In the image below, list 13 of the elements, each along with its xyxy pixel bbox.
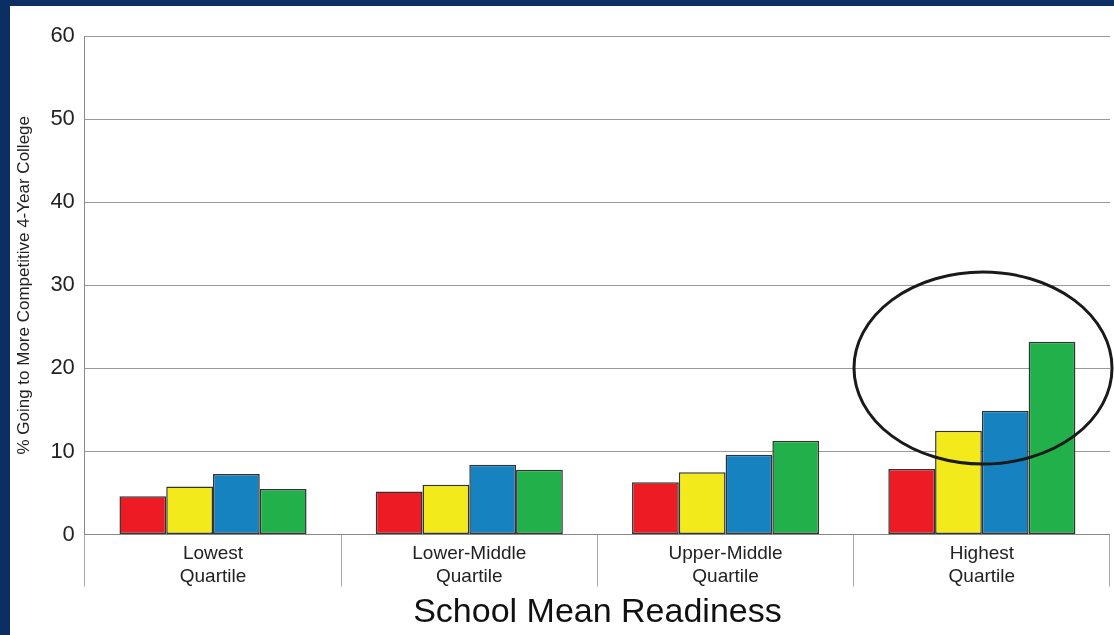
y-tick-label: 20 [50,354,75,380]
y-tick-label: 50 [50,105,75,131]
y-tick-label: 30 [50,271,75,297]
y-tick-label: 0 [62,520,75,546]
y-tick-label: 40 [50,188,75,214]
y-tick-label: 60 [50,22,75,48]
y-axis-title: % Going to More Competitive 4-Year College [13,116,33,455]
x-axis-title: School Mean Readiness [413,590,782,629]
x-tick-label: Upper-Middle Quartile [668,542,783,587]
x-tick-label: Lowest Quartile [179,542,247,587]
y-tick-label: 10 [50,437,75,463]
x-tick-label: Highest Quartile [948,542,1016,587]
x-tick-label: Lower-Middle Quartile [412,542,527,587]
